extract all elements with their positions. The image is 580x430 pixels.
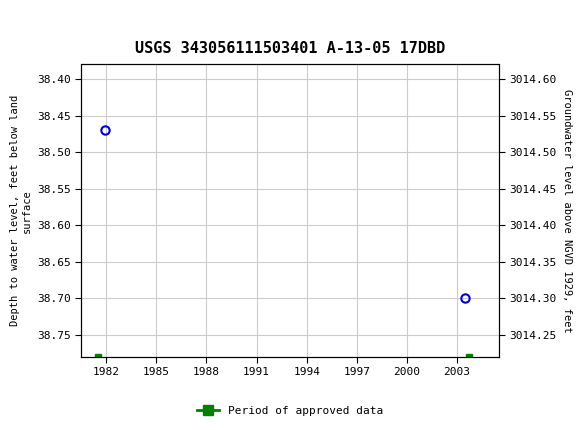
Text: USGS 343056111503401 A-13-05 17DBD: USGS 343056111503401 A-13-05 17DBD bbox=[135, 41, 445, 56]
Legend: Period of approved data: Period of approved data bbox=[193, 401, 387, 420]
Text: ╳USGS: ╳USGS bbox=[12, 9, 78, 30]
Y-axis label: Depth to water level, feet below land
surface: Depth to water level, feet below land su… bbox=[10, 95, 31, 326]
Y-axis label: Groundwater level above NGVD 1929, feet: Groundwater level above NGVD 1929, feet bbox=[562, 89, 572, 332]
